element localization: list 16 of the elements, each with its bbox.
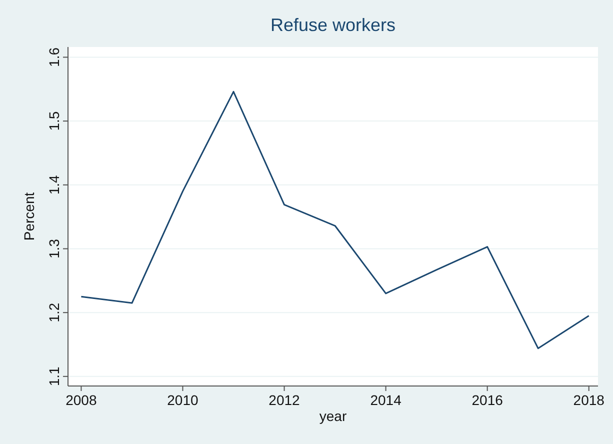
x-axis-title: year bbox=[319, 408, 347, 424]
x-tick-label: 2010 bbox=[167, 392, 199, 408]
x-tick-label: 2008 bbox=[66, 392, 97, 408]
x-tick-label: 2014 bbox=[370, 392, 402, 408]
x-tick-label: 2012 bbox=[268, 392, 300, 408]
line-series bbox=[80, 90, 590, 350]
chart-title: Refuse workers bbox=[270, 15, 396, 35]
y-tick-label: 1.4 bbox=[46, 174, 62, 195]
y-tick-label: 1.6 bbox=[46, 47, 62, 67]
y-tick-label: 1.1 bbox=[46, 366, 62, 386]
y-tick-label: 1.2 bbox=[46, 302, 62, 322]
y-axis-title: Percent bbox=[21, 192, 37, 241]
y-tick-label: 1.3 bbox=[46, 238, 62, 258]
x-tick-label: 2018 bbox=[573, 392, 605, 408]
y-tick-label: 1.5 bbox=[46, 111, 62, 131]
x-tick-label: 2016 bbox=[472, 392, 504, 408]
